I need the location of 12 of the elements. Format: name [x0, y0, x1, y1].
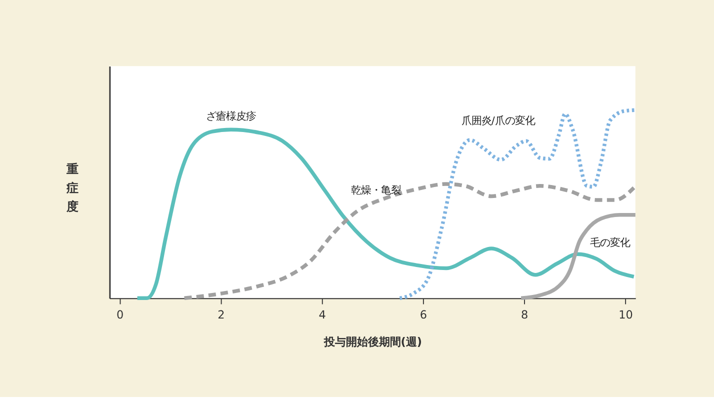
x-tick-label: 8: [521, 308, 528, 322]
series-label: 毛の変化: [590, 236, 630, 249]
x-tick-label: 6: [420, 308, 428, 322]
series-label: 乾燥・亀裂: [350, 184, 401, 196]
x-tick-label: 10: [618, 308, 633, 322]
series-label: 爪囲炎/爪の変化: [461, 115, 535, 128]
x-tick-label: 4: [318, 308, 326, 322]
x-tick-label: 2: [218, 308, 225, 322]
series-label: ざ瘡様皮疹: [206, 110, 256, 122]
x-tick-label: 0: [116, 308, 124, 322]
x-axis-title: 投与開始後期間(週): [322, 335, 422, 348]
y-axis-title: 重症度: [66, 162, 79, 214]
